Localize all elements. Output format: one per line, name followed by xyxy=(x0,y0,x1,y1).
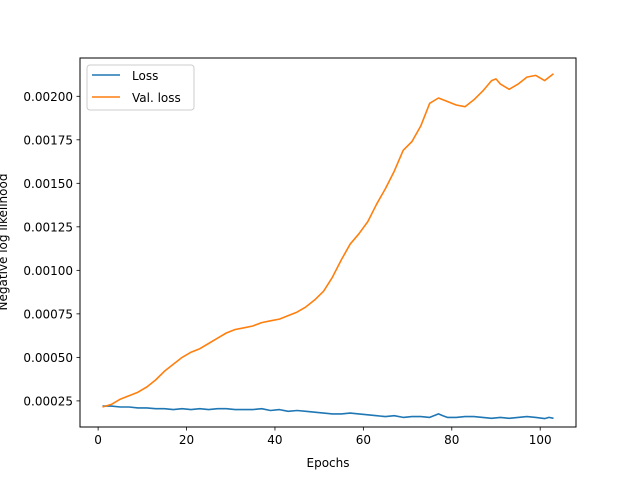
x-tick-label: 100 xyxy=(529,433,552,447)
series-line-loss xyxy=(102,405,554,420)
legend: Loss Val. loss xyxy=(86,64,195,111)
legend-label-loss: Loss xyxy=(132,69,158,83)
legend-box xyxy=(86,64,195,111)
tick-layer: 0 20 40 60 80 100 0.00025 0.00050 0.00075 0.00100… xyxy=(23,90,551,447)
y-tick-label: 0.00150 xyxy=(23,177,73,191)
series-line-val-loss xyxy=(102,73,554,408)
x-tick-label: 80 xyxy=(444,433,459,447)
legend-label-val-loss: Val. loss xyxy=(132,91,181,105)
y-tick-label: 0.00200 xyxy=(23,90,73,104)
plot-frame xyxy=(79,57,577,428)
y-tick-label: 0.00100 xyxy=(23,264,73,278)
x-tick-label: 40 xyxy=(267,433,282,447)
x-axis-label: Epochs xyxy=(307,456,350,470)
y-tick-label: 0.00125 xyxy=(23,220,73,234)
y-axis-label: Negative log likelihood xyxy=(0,174,10,311)
series-layer xyxy=(102,73,554,420)
x-tick-label: 0 xyxy=(94,433,102,447)
y-tick-label: 0.00075 xyxy=(23,307,73,321)
y-tick-label: 0.00175 xyxy=(23,133,73,147)
x-tick-label: 60 xyxy=(356,433,371,447)
y-tick-label: 0.00025 xyxy=(23,394,73,408)
plot-background xyxy=(80,58,576,427)
x-tick-label: 20 xyxy=(179,433,194,447)
y-tick-label: 0.00050 xyxy=(23,351,73,365)
